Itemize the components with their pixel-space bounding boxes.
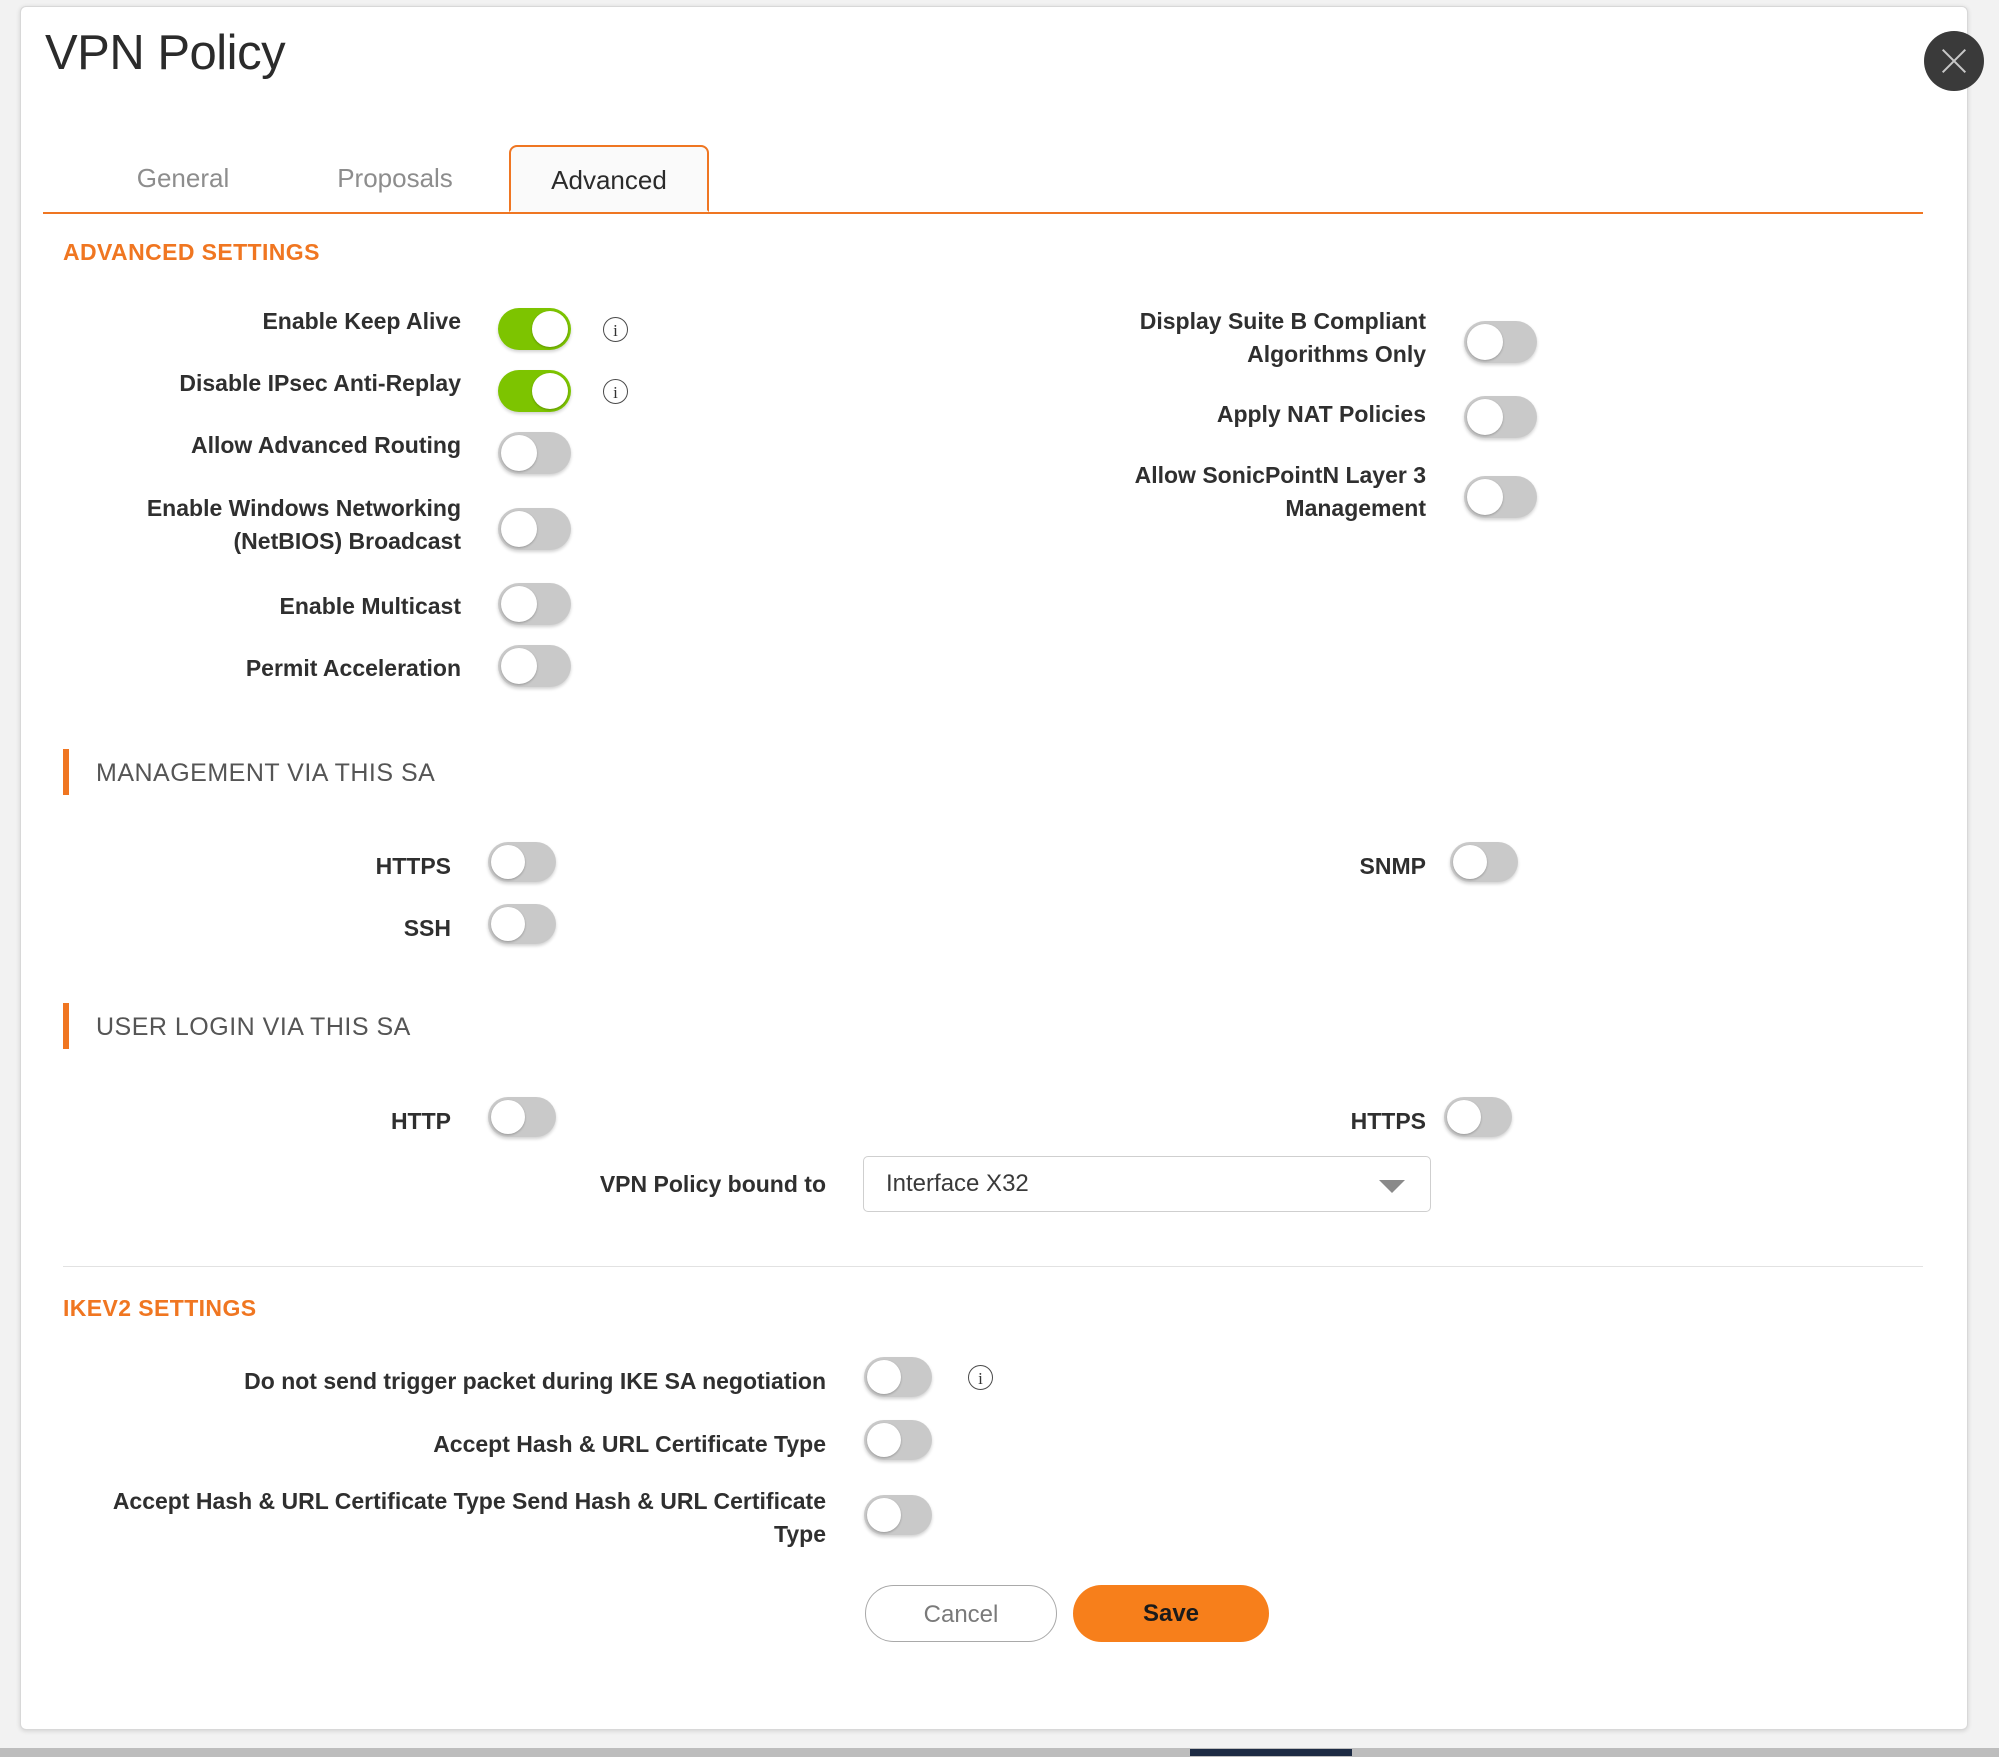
management-section-bar xyxy=(63,749,69,795)
toggle-management-ssh[interactable] xyxy=(488,904,556,944)
bottom-strip xyxy=(0,1748,1999,1757)
toggle-user-login-http[interactable] xyxy=(488,1097,556,1137)
label-disable-ipsec-anti-replay: Disable IPsec Anti-Replay xyxy=(179,370,461,396)
label-management-snmp: SNMP xyxy=(1359,853,1426,879)
toggle-disable-ipsec-anti-replay[interactable] xyxy=(498,370,571,412)
toggle-accept-send-hash-url-certificate-type[interactable] xyxy=(864,1495,932,1535)
label-user-login-https: HTTPS xyxy=(1350,1108,1426,1134)
toggle-management-snmp[interactable] xyxy=(1450,842,1518,882)
toggle-apply-nat-policies[interactable] xyxy=(1464,396,1537,438)
label-allow-sonicpointn-layer3: Allow SonicPointN Layer 3 Management xyxy=(1134,462,1426,521)
save-button[interactable]: Save xyxy=(1073,1585,1269,1642)
label-apply-nat-policies: Apply NAT Policies xyxy=(1216,401,1426,427)
toggle-do-not-send-trigger-packet[interactable] xyxy=(864,1357,932,1397)
chevron-down-icon xyxy=(1379,1180,1405,1193)
label-vpn-policy-bound-to: VPN Policy bound to xyxy=(599,1171,826,1197)
toggle-management-https[interactable] xyxy=(488,842,556,882)
label-management-ssh: SSH xyxy=(403,915,451,941)
page-title: VPN Policy xyxy=(45,26,286,80)
label-permit-acceleration: Permit Acceleration xyxy=(245,655,461,681)
info-icon-enable-keep-alive[interactable]: i xyxy=(603,317,628,342)
toggle-enable-keep-alive[interactable] xyxy=(498,308,571,350)
tab-bar: General Proposals Advanced xyxy=(43,145,1923,214)
toggle-allow-advanced-routing[interactable] xyxy=(498,432,571,474)
toggle-enable-multicast[interactable] xyxy=(498,583,571,625)
label-enable-multicast: Enable Multicast xyxy=(279,593,461,619)
user-login-section-bar xyxy=(63,1003,69,1049)
toggle-display-suite-b-compliant[interactable] xyxy=(1464,321,1537,363)
info-icon-disable-ipsec-anti-replay[interactable]: i xyxy=(603,379,628,404)
cancel-button[interactable]: Cancel xyxy=(865,1585,1057,1642)
label-display-suite-b-compliant: Display Suite B Compliant Algorithms Onl… xyxy=(1139,308,1426,367)
vpn-policy-bound-to-value: Interface X32 xyxy=(886,1170,1029,1197)
toggle-allow-sonicpointn-layer3[interactable] xyxy=(1464,476,1537,518)
toggle-accept-hash-url-certificate-type[interactable] xyxy=(864,1420,932,1460)
tab-advanced[interactable]: Advanced xyxy=(509,145,709,212)
info-icon-do-not-send-trigger-packet[interactable]: i xyxy=(968,1365,993,1390)
advanced-settings-heading: ADVANCED SETTINGS xyxy=(63,239,320,265)
tab-general[interactable]: General xyxy=(136,163,230,193)
label-user-login-http: HTTP xyxy=(390,1108,451,1134)
vpn-policy-bound-to-select[interactable]: Interface X32 xyxy=(863,1156,1431,1212)
toggle-permit-acceleration[interactable] xyxy=(498,645,571,687)
label-accept-send-hash-url-certificate-type: Accept Hash & URL Certificate Type Send … xyxy=(112,1488,826,1547)
vpn-policy-dialog: VPN Policy General Proposals Advanced AD… xyxy=(20,6,1968,1730)
tab-proposals[interactable]: Proposals xyxy=(337,163,453,193)
close-icon[interactable] xyxy=(1924,31,1984,91)
label-enable-keep-alive: Enable Keep Alive xyxy=(262,308,461,334)
toggle-enable-windows-networking[interactable] xyxy=(498,508,571,550)
label-management-https: HTTPS xyxy=(375,853,451,879)
label-do-not-send-trigger-packet: Do not send trigger packet during IKE SA… xyxy=(244,1368,826,1394)
toggle-user-login-https[interactable] xyxy=(1444,1097,1512,1137)
label-allow-advanced-routing: Allow Advanced Routing xyxy=(190,432,461,458)
user-login-via-sa-heading: USER LOGIN VIA THIS SA xyxy=(96,1013,411,1041)
management-via-sa-heading: MANAGEMENT VIA THIS SA xyxy=(96,759,436,787)
label-accept-hash-url-certificate-type: Accept Hash & URL Certificate Type xyxy=(433,1431,826,1457)
ikev2-settings-heading: IKEV2 SETTINGS xyxy=(63,1295,257,1321)
label-enable-windows-networking: Enable Windows Networking (NetBIOS) Broa… xyxy=(146,495,461,554)
section-divider xyxy=(63,1266,1923,1267)
